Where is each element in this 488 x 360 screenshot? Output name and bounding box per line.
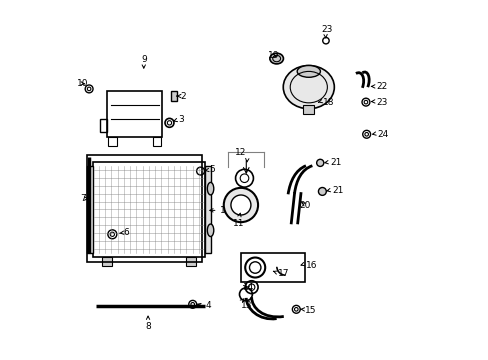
Text: 23: 23 [376, 98, 387, 107]
Text: 3: 3 [178, 115, 184, 124]
Bar [107, 91, 162, 137]
Bar [171, 91, 176, 102]
Text: 2: 2 [180, 91, 185, 100]
Bar [86, 155, 201, 262]
Circle shape [230, 195, 250, 215]
Text: 11: 11 [233, 219, 244, 228]
Ellipse shape [207, 183, 213, 195]
Text: 7: 7 [80, 194, 86, 203]
Text: 16: 16 [305, 261, 317, 270]
Text: 10: 10 [77, 79, 88, 88]
Text: 21: 21 [331, 186, 343, 195]
Bar [93, 162, 205, 257]
Text: 6: 6 [123, 228, 129, 237]
Text: 20: 20 [299, 201, 310, 210]
Text: 4: 4 [205, 301, 210, 310]
Ellipse shape [283, 66, 334, 109]
Text: 12: 12 [234, 148, 245, 157]
Bar [152, 137, 161, 146]
Bar [241, 253, 305, 282]
Bar [185, 257, 196, 266]
Circle shape [224, 188, 258, 222]
Text: 19: 19 [267, 51, 279, 60]
Bar [87, 166, 93, 253]
Bar [100, 118, 107, 132]
Text: 8: 8 [145, 322, 151, 331]
Ellipse shape [318, 188, 325, 195]
Text: 13: 13 [241, 301, 252, 310]
Ellipse shape [316, 159, 323, 166]
Text: 24: 24 [377, 130, 388, 139]
Text: 1: 1 [219, 206, 225, 215]
Bar [108, 137, 116, 146]
Ellipse shape [297, 66, 320, 77]
Bar [303, 105, 313, 114]
Ellipse shape [207, 224, 213, 237]
Text: 22: 22 [376, 82, 387, 91]
Text: 9: 9 [141, 55, 146, 64]
Text: 15: 15 [304, 306, 315, 315]
Bar [102, 257, 112, 266]
Text: 21: 21 [329, 158, 341, 167]
Text: 17: 17 [277, 269, 288, 278]
Text: 18: 18 [323, 98, 334, 107]
Text: 23: 23 [320, 25, 332, 34]
Text: 5: 5 [209, 166, 215, 175]
Text: 14: 14 [242, 283, 254, 292]
Ellipse shape [269, 53, 283, 64]
Bar [205, 166, 210, 253]
